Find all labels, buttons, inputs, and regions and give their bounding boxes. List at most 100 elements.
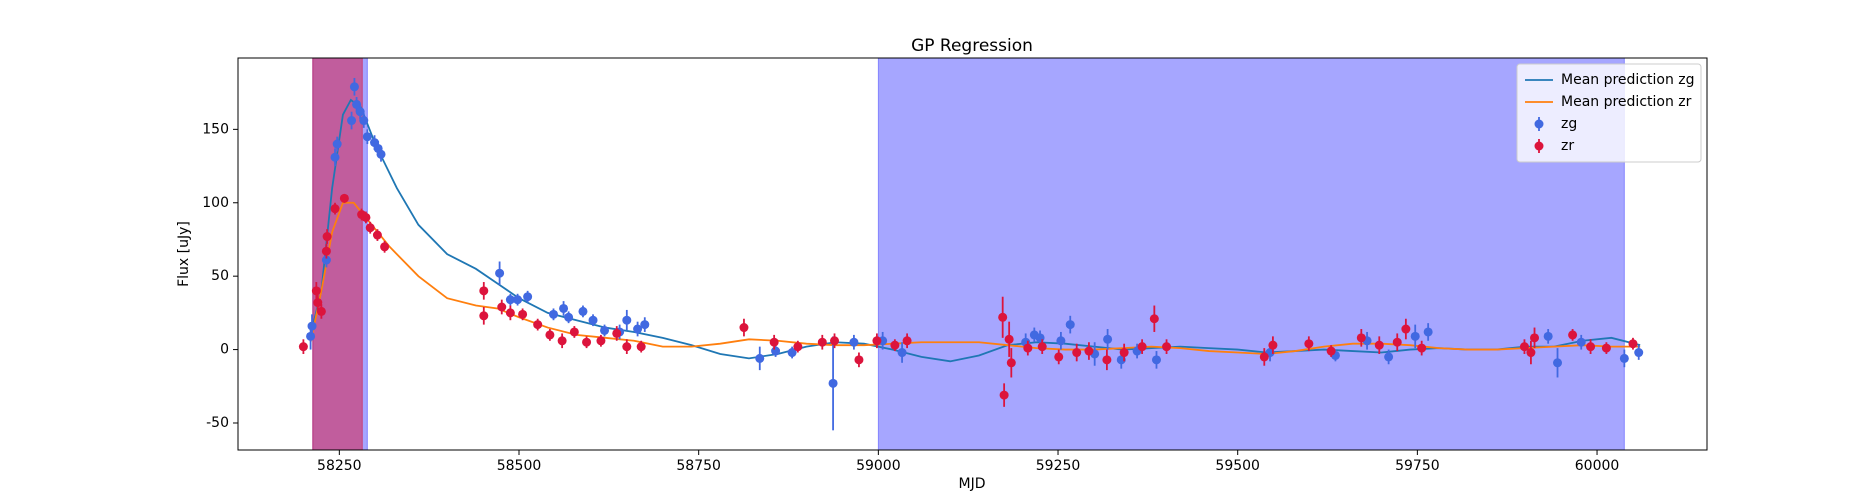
point-marker	[505, 308, 515, 318]
data-point	[1374, 336, 1384, 354]
data-point	[622, 309, 632, 331]
point-marker	[349, 82, 359, 92]
point-marker	[339, 193, 349, 203]
point-marker	[771, 346, 781, 356]
data-point	[513, 293, 523, 306]
point-marker	[479, 286, 489, 296]
data-point	[902, 333, 912, 349]
x-tick-label: 60000	[1575, 458, 1620, 474]
data-point	[1054, 349, 1064, 365]
data-point	[355, 104, 365, 120]
x-tick-label: 58500	[497, 458, 542, 474]
point-marker	[1519, 342, 1529, 352]
y-axis-label: Flux [uJy]	[176, 221, 192, 287]
point-marker	[316, 306, 326, 316]
data-point	[1576, 334, 1586, 350]
data-point	[505, 293, 515, 306]
x-tick-label: 59750	[1395, 458, 1440, 474]
data-point	[1417, 340, 1427, 356]
point-marker	[1268, 340, 1278, 350]
point-marker	[999, 390, 1009, 400]
data-point	[1619, 349, 1629, 368]
point-marker	[1634, 348, 1644, 358]
point-marker	[854, 355, 864, 365]
data-point	[1543, 329, 1553, 344]
data-point	[559, 301, 569, 316]
data-point	[1004, 321, 1014, 357]
data-point	[582, 336, 592, 349]
data-point	[755, 346, 765, 371]
point-marker	[1056, 336, 1066, 346]
point-marker	[640, 320, 650, 330]
point-marker	[362, 132, 372, 142]
point-marker	[372, 230, 382, 240]
point-marker	[622, 315, 632, 325]
data-point	[1084, 342, 1094, 360]
point-marker	[1553, 358, 1563, 368]
data-point	[588, 314, 598, 327]
data-point	[1384, 349, 1394, 365]
data-point	[1102, 349, 1112, 371]
data-point	[1634, 345, 1644, 360]
point-marker	[311, 286, 321, 296]
data-point	[1423, 323, 1433, 341]
point-marker	[523, 292, 533, 302]
data-point	[349, 77, 359, 96]
data-point	[872, 333, 882, 349]
data-point	[998, 296, 1008, 338]
data-point	[739, 318, 749, 337]
point-marker	[588, 315, 598, 325]
data-point	[1568, 329, 1578, 341]
point-marker	[1037, 342, 1047, 352]
point-marker	[1004, 334, 1014, 344]
point-marker	[849, 337, 859, 347]
y-tick-label: 150	[202, 121, 229, 137]
point-marker	[564, 312, 574, 322]
point-marker	[902, 336, 912, 346]
data-point	[479, 282, 489, 300]
data-point	[321, 243, 331, 259]
point-marker	[332, 139, 342, 149]
point-marker	[321, 246, 331, 256]
point-marker	[1628, 339, 1638, 349]
data-point	[854, 352, 864, 368]
data-point	[1268, 336, 1278, 354]
point-marker	[557, 336, 567, 346]
point-marker	[321, 255, 331, 265]
point-marker	[1568, 330, 1578, 340]
point-marker	[1576, 337, 1586, 347]
point-marker	[1006, 358, 1016, 368]
point-marker	[1417, 343, 1427, 353]
data-point	[1326, 345, 1336, 357]
point-marker	[793, 342, 803, 352]
y-tick-label: -50	[206, 415, 229, 431]
point-marker	[347, 116, 357, 126]
point-marker	[495, 268, 505, 278]
data-point	[1304, 336, 1314, 352]
legend-marker	[1534, 119, 1544, 129]
data-point	[769, 334, 779, 350]
point-marker	[380, 242, 390, 252]
axes-frame	[237, 57, 1708, 451]
point-marker	[479, 311, 489, 321]
point-marker	[533, 320, 543, 330]
point-marker	[376, 149, 386, 159]
data-point	[564, 311, 574, 324]
point-marker	[355, 107, 365, 117]
point-marker	[1401, 324, 1411, 334]
data-point	[362, 129, 372, 145]
point-marker	[1162, 342, 1172, 352]
point-marker	[755, 353, 765, 363]
point-marker	[322, 232, 332, 242]
data-point	[497, 299, 507, 315]
x-tick-label: 58250	[317, 458, 362, 474]
data-point	[640, 317, 650, 332]
data-point	[311, 282, 321, 300]
point-marker	[633, 324, 643, 334]
x-tick-label: 59000	[856, 458, 901, 474]
point-marker	[365, 223, 375, 233]
point-marker	[1102, 355, 1112, 365]
point-marker	[352, 99, 362, 109]
data-point	[545, 329, 555, 341]
